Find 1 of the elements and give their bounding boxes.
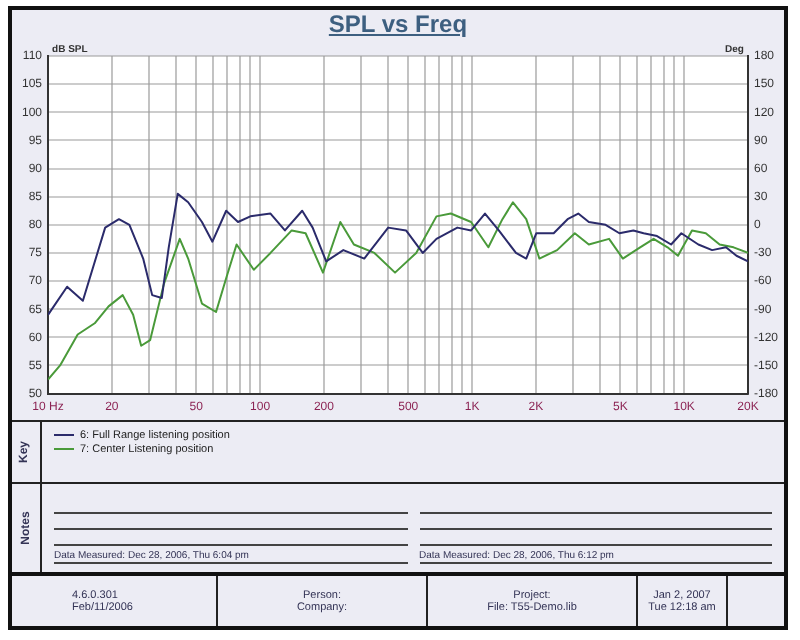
chart-title: SPL vs Freq xyxy=(326,10,470,40)
